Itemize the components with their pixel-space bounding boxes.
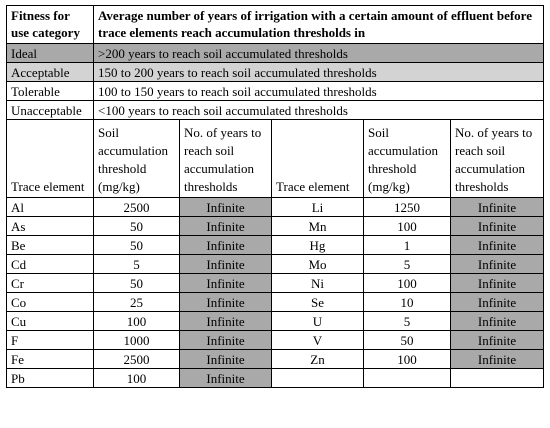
threshold-cell: 100 <box>93 311 180 331</box>
table-row: Al 2500 Infinite Li 1250 Infinite <box>6 197 544 217</box>
trace-element-cell: Be <box>6 235 94 255</box>
threshold-cell: 2500 <box>93 349 180 369</box>
category-description: <100 years to reach soil accumulated thr… <box>93 100 544 120</box>
years-cell: Infinite <box>179 197 272 217</box>
threshold-cell: 1250 <box>363 197 451 217</box>
table-row: Cu 100 Infinite U 5 Infinite <box>6 311 544 331</box>
empty-cell <box>450 368 544 388</box>
header-trace-element-left: Trace element <box>6 119 94 198</box>
table-row: Cr 50 Infinite Ni 100 Infinite <box>6 273 544 293</box>
years-cell: Infinite <box>450 349 544 369</box>
years-cell: Infinite <box>450 254 544 274</box>
trace-element-cell: Hg <box>271 235 364 255</box>
trace-element-cell: Mo <box>271 254 364 274</box>
trace-element-cell: Cd <box>6 254 94 274</box>
category-table: Fitness for use category Average number … <box>6 5 544 120</box>
trace-element-cell: F <box>6 330 94 350</box>
category-name: Acceptable <box>6 62 94 82</box>
table-row: Be 50 Infinite Hg 1 Infinite <box>6 235 544 255</box>
table-row: Pb 100 Infinite <box>6 368 544 388</box>
trace-element-cell: Mn <box>271 216 364 236</box>
category-row-unacceptable: Unacceptable <100 years to reach soil ac… <box>6 100 544 120</box>
threshold-cell: 5 <box>363 311 451 331</box>
category-name: Ideal <box>6 43 94 63</box>
trace-element-cell: As <box>6 216 94 236</box>
years-cell: Infinite <box>179 330 272 350</box>
category-header-row: Fitness for use category Average number … <box>6 5 544 44</box>
trace-element-cell: Pb <box>6 368 94 388</box>
header-fitness-category: Fitness for use category <box>6 5 94 44</box>
header-threshold-left: Soil accumulation threshold (mg/kg) <box>93 119 180 198</box>
category-row-acceptable: Acceptable 150 to 200 years to reach soi… <box>6 62 544 82</box>
trace-element-cell: Cu <box>6 311 94 331</box>
threshold-cell: 100 <box>363 273 451 293</box>
threshold-cell: 1000 <box>93 330 180 350</box>
category-name: Unacceptable <box>6 100 94 120</box>
trace-element-cell: Al <box>6 197 94 217</box>
table-row: Cd 5 Infinite Mo 5 Infinite <box>6 254 544 274</box>
category-row-tolerable: Tolerable 100 to 150 years to reach soil… <box>6 81 544 101</box>
trace-element-cell: Li <box>271 197 364 217</box>
years-cell: Infinite <box>179 235 272 255</box>
years-cell: Infinite <box>450 330 544 350</box>
years-cell: Infinite <box>179 292 272 312</box>
trace-element-cell: Se <box>271 292 364 312</box>
years-cell: Infinite <box>450 197 544 217</box>
category-description: 100 to 150 years to reach soil accumulat… <box>93 81 544 101</box>
threshold-cell: 1 <box>363 235 451 255</box>
threshold-cell: 100 <box>363 216 451 236</box>
years-cell: Infinite <box>179 368 272 388</box>
trace-element-header-row: Trace element Soil accumulation threshol… <box>6 119 544 198</box>
category-name: Tolerable <box>6 81 94 101</box>
header-years-left: No. of years to reach soil accumulation … <box>179 119 272 198</box>
category-row-ideal: Ideal >200 years to reach soil accumulat… <box>6 43 544 63</box>
years-cell: Infinite <box>179 216 272 236</box>
years-cell: Infinite <box>179 254 272 274</box>
threshold-cell: 50 <box>93 235 180 255</box>
category-description: >200 years to reach soil accumulated thr… <box>93 43 544 63</box>
header-description: Average number of years of irrigation wi… <box>93 5 544 44</box>
trace-element-cell: Cr <box>6 273 94 293</box>
fitness-for-use-table: Fitness for use category Average number … <box>6 5 544 388</box>
threshold-cell: 100 <box>93 368 180 388</box>
years-cell: Infinite <box>450 273 544 293</box>
trace-element-cell: Zn <box>271 349 364 369</box>
empty-cell <box>363 368 451 388</box>
trace-element-table: Trace element Soil accumulation threshol… <box>6 119 544 388</box>
years-cell: Infinite <box>450 235 544 255</box>
years-cell: Infinite <box>450 311 544 331</box>
years-cell: Infinite <box>179 349 272 369</box>
threshold-cell: 25 <box>93 292 180 312</box>
threshold-cell: 2500 <box>93 197 180 217</box>
empty-cell <box>271 368 364 388</box>
trace-element-cell: Co <box>6 292 94 312</box>
threshold-cell: 5 <box>93 254 180 274</box>
table-row: F 1000 Infinite V 50 Infinite <box>6 330 544 350</box>
years-cell: Infinite <box>179 273 272 293</box>
trace-element-cell: Fe <box>6 349 94 369</box>
trace-element-rows: Al 2500 Infinite Li 1250 Infinite As 50 Infinite… <box>6 197 544 388</box>
threshold-cell: 50 <box>363 330 451 350</box>
trace-element-cell: V <box>271 330 364 350</box>
threshold-cell: 50 <box>93 216 180 236</box>
threshold-cell: 100 <box>363 349 451 369</box>
trace-element-cell: Ni <box>271 273 364 293</box>
header-trace-element-right: Trace element <box>271 119 364 198</box>
threshold-cell: 50 <box>93 273 180 293</box>
header-years-right: No. of years to reach soil accumulation … <box>450 119 544 198</box>
table-row: Fe 2500 Infinite Zn 100 Infinite <box>6 349 544 369</box>
trace-element-cell: U <box>271 311 364 331</box>
years-cell: Infinite <box>450 292 544 312</box>
threshold-cell: 5 <box>363 254 451 274</box>
category-description: 150 to 200 years to reach soil accumulat… <box>93 62 544 82</box>
years-cell: Infinite <box>450 216 544 236</box>
years-cell: Infinite <box>179 311 272 331</box>
table-row: As 50 Infinite Mn 100 Infinite <box>6 216 544 236</box>
table-row: Co 25 Infinite Se 10 Infinite <box>6 292 544 312</box>
header-threshold-right: Soil accumulation threshold (mg/kg) <box>363 119 451 198</box>
threshold-cell: 10 <box>363 292 451 312</box>
